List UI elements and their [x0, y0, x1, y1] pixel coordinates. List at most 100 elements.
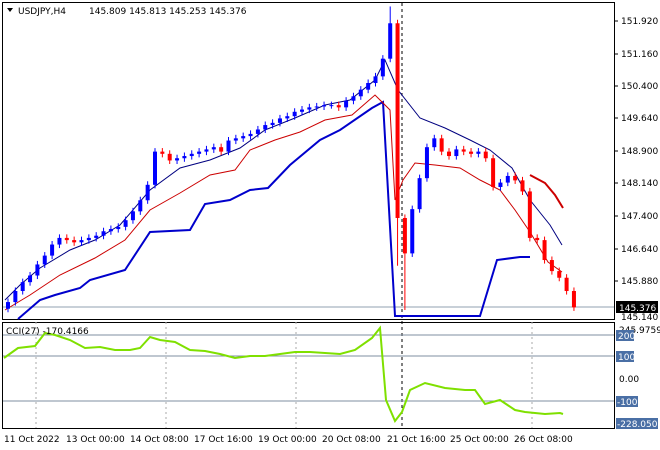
- current-price-badge: [616, 301, 658, 313]
- time-label: 20 Oct 08:00: [322, 435, 381, 445]
- candle-bull: [211, 147, 216, 150]
- candle-bull: [277, 118, 282, 123]
- candle-bull: [498, 182, 503, 188]
- candle-bull: [322, 105, 327, 107]
- time-label: 13 Oct 00:00: [66, 435, 125, 445]
- candle-bull: [248, 133, 253, 137]
- candle-bull: [57, 237, 62, 245]
- candle-bull: [358, 89, 363, 97]
- chart-ohlc: 145.809 145.813 145.253 145.376: [89, 7, 247, 17]
- price-tick: 148.900: [621, 147, 658, 157]
- candle-bull: [182, 156, 187, 159]
- candle-bull: [197, 151, 202, 154]
- cci-level-badge-100: [616, 351, 634, 362]
- cci-min-badge: [616, 418, 658, 429]
- candle-bull: [101, 231, 106, 236]
- price-tick: 146.640: [621, 245, 658, 255]
- candle-bull: [6, 302, 10, 309]
- candle-bull: [314, 106, 319, 108]
- candle-bull: [130, 211, 135, 221]
- candle-bear: [219, 147, 224, 152]
- current-price-label: 145.376: [619, 304, 656, 314]
- candle-bear: [469, 151, 474, 154]
- time-axis: 11 Oct 2022 13 Oct 00:00 14 Oct 08:00 17…: [4, 435, 573, 445]
- candle-bull: [42, 255, 47, 265]
- ma-slow-line: [17, 100, 530, 320]
- candle-bull: [226, 140, 231, 152]
- candle-bull: [432, 138, 437, 148]
- candle-bear: [64, 237, 69, 241]
- candle-bull: [344, 100, 349, 108]
- candle-bull: [263, 125, 268, 130]
- candle-bull: [189, 153, 194, 157]
- candle-bull: [204, 149, 209, 152]
- candle-bear: [571, 291, 576, 308]
- price-axis: 151.920 151.160 150.400 149.640 148.900 …: [614, 17, 658, 323]
- cci-level-label-100: 100: [618, 353, 635, 363]
- candle-bear: [447, 151, 451, 157]
- price-tick: 145.140: [621, 313, 658, 323]
- candle-bull: [255, 129, 260, 134]
- candle-bear: [72, 240, 77, 243]
- cci-level-badge-200: [616, 330, 634, 341]
- candle-bull: [476, 151, 481, 154]
- candle-bull: [410, 209, 415, 254]
- candle-bear: [461, 149, 466, 152]
- candle-bear: [483, 151, 488, 159]
- candle-bull: [86, 237, 91, 241]
- price-tick: 151.160: [621, 50, 658, 60]
- candle-bear: [402, 217, 407, 254]
- cci-level-label-minus-100: -100: [617, 398, 638, 408]
- candle-bear: [564, 277, 569, 292]
- candle-bull: [270, 122, 275, 126]
- cci-line: [3, 325, 564, 423]
- candle-bull: [108, 229, 113, 232]
- candle-bear: [549, 260, 554, 272]
- candle-bull: [50, 244, 55, 256]
- candles: [6, 6, 576, 313]
- candle-bull: [138, 200, 143, 212]
- main-chart-frame: [2, 2, 615, 320]
- time-label: 21 Oct 16:00: [387, 435, 446, 445]
- candle-bull: [424, 147, 429, 179]
- candle-bull: [28, 275, 33, 283]
- chart-symbol: USDJPY,H4: [18, 7, 66, 17]
- candle-bear: [542, 240, 547, 261]
- candle-bull: [35, 264, 40, 276]
- candle-bull: [94, 235, 99, 238]
- candle-bull: [373, 76, 378, 84]
- candle-bear: [557, 271, 562, 278]
- candle-bull: [79, 240, 84, 243]
- time-label: 25 Oct 00:00: [450, 435, 509, 445]
- candle-bull: [233, 138, 238, 141]
- dropdown-triangle-icon[interactable]: [7, 8, 13, 12]
- candle-bull: [300, 109, 304, 112]
- candle-bear: [520, 180, 525, 192]
- cci-level-label-0: 0.00: [619, 375, 639, 385]
- candle-bear: [513, 175, 518, 181]
- cci-level-label-200: 200: [618, 332, 635, 342]
- candle-bull: [454, 149, 459, 157]
- time-label: 26 Oct 08:00: [514, 435, 573, 445]
- candle-bear: [535, 237, 540, 241]
- time-label: 17 Oct 16:00: [194, 435, 253, 445]
- candle-bear: [167, 153, 172, 161]
- candle-bull: [241, 136, 246, 139]
- candle-bull: [388, 23, 393, 59]
- candle-bull: [123, 220, 128, 227]
- ma-fast-line: [4, 58, 563, 301]
- candle-bull: [175, 158, 180, 161]
- price-tick: 150.400: [621, 82, 658, 92]
- candle-bull: [380, 58, 385, 77]
- time-label: 14 Oct 08:00: [130, 435, 189, 445]
- candle-bull: [351, 96, 356, 101]
- candle-bull: [366, 83, 371, 90]
- candle-bull: [292, 111, 297, 117]
- candle-bear: [527, 191, 532, 238]
- candle-bull: [20, 282, 25, 292]
- cci-min-label: -228.0501: [617, 420, 660, 430]
- indicator-frame: [2, 322, 615, 429]
- candle-bull: [145, 184, 150, 201]
- candle-bull: [116, 226, 121, 230]
